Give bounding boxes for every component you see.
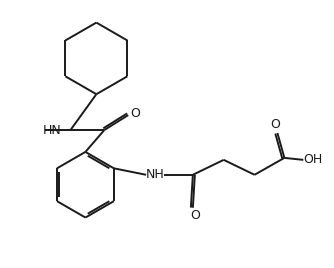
Text: OH: OH	[304, 153, 323, 166]
Text: HN: HN	[43, 124, 62, 136]
Text: NH: NH	[146, 168, 164, 181]
Text: O: O	[130, 107, 140, 120]
Text: O: O	[271, 118, 280, 131]
Text: O: O	[190, 209, 200, 222]
